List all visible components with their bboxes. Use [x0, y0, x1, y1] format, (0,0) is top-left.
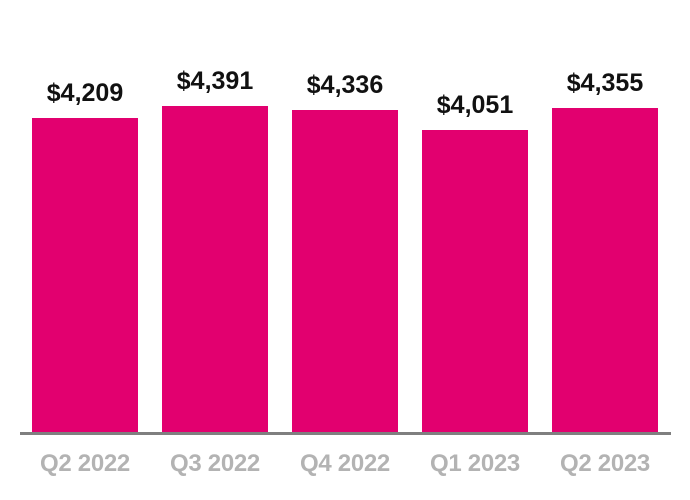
category-label-q3-2022: Q3 2022 — [170, 450, 260, 477]
value-label-q3-2022: $4,391 — [176, 67, 254, 95]
value-label-q1-2023: $4,051 — [436, 91, 514, 119]
bar-q1-2023 — [422, 130, 528, 433]
value-label-q2-2023: $4,355 — [566, 69, 644, 97]
x-axis-line — [20, 432, 671, 435]
bar-q2-2022 — [32, 118, 138, 433]
bar-q2-2023 — [552, 108, 658, 433]
bar-q3-2022 — [162, 106, 268, 433]
value-label-q2-2022: $4,209 — [46, 79, 124, 107]
category-label-q4-2022: Q4 2022 — [300, 450, 390, 477]
value-label-q4-2022: $4,336 — [306, 71, 384, 99]
bar-q4-2022 — [292, 110, 398, 433]
category-label-q1-2023: Q1 2023 — [430, 450, 520, 477]
category-label-q2-2022: Q2 2022 — [40, 450, 130, 477]
category-label-q2-2023: Q2 2023 — [560, 450, 650, 477]
